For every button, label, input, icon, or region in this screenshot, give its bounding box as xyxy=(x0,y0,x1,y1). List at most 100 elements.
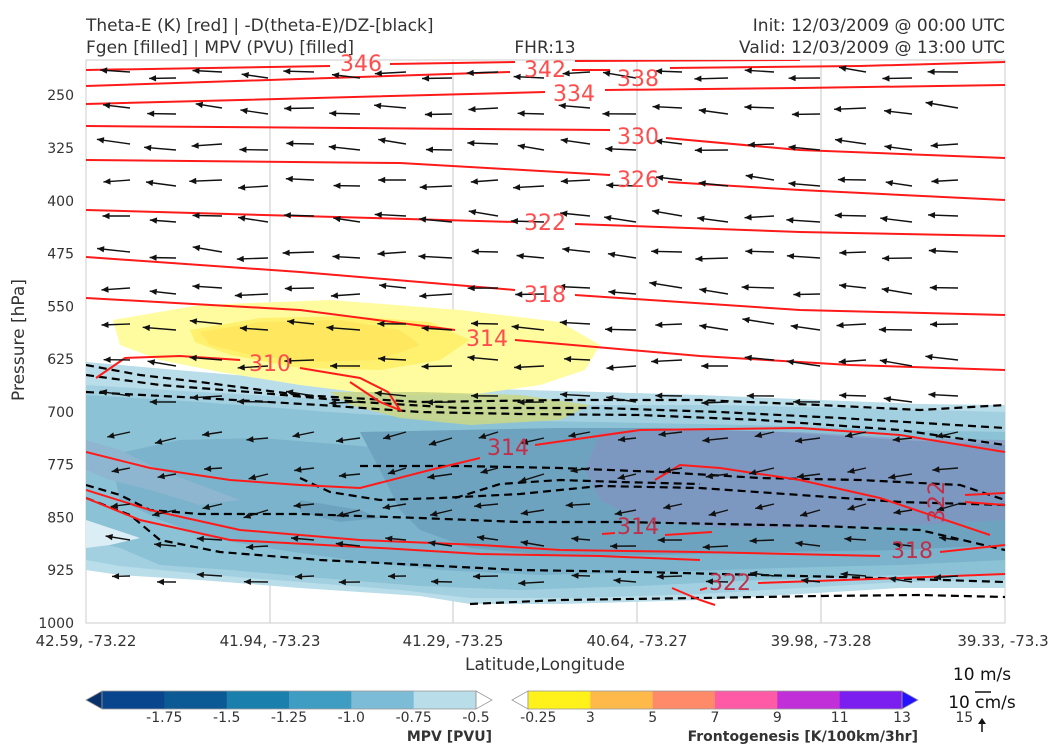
wind-arrowhead xyxy=(699,287,707,294)
wind-arrowhead xyxy=(749,537,757,544)
wind-arrowhead xyxy=(834,105,842,113)
y-tick-label: 250 xyxy=(47,88,74,104)
x-tick-label: 39.98, -73.28 xyxy=(771,632,872,650)
wind-arrowhead xyxy=(518,579,526,587)
wind-arrowhead xyxy=(655,68,663,75)
wind-arrowhead xyxy=(101,286,109,293)
wind-arrowhead xyxy=(284,105,292,112)
colorbar-swatch xyxy=(226,691,290,709)
wind-arrowhead xyxy=(425,399,433,406)
wind-arrowhead xyxy=(844,535,852,543)
wind-arrowhead xyxy=(246,543,254,551)
wind-arrowhead xyxy=(331,72,340,79)
wind-arrowhead xyxy=(466,69,474,77)
wind-arrowhead xyxy=(421,325,429,332)
init-time: Init: 12/03/2009 @ 00:00 UTC xyxy=(753,16,1005,36)
wind-arrowhead xyxy=(884,144,892,151)
wind-arrowhead xyxy=(517,399,525,406)
wind-arrowhead xyxy=(795,437,803,444)
wind-arrowhead xyxy=(744,214,752,221)
wind-arrowhead xyxy=(835,137,843,144)
wind-arrowhead xyxy=(839,65,847,72)
wind-arrowhead xyxy=(742,316,750,324)
y-tick-label: 850 xyxy=(47,510,74,526)
wind-arrowhead xyxy=(514,364,522,371)
wind-arrowhead xyxy=(618,436,626,443)
wind-arrowhead xyxy=(705,578,713,585)
wind-arrowhead xyxy=(468,209,477,216)
colorbar-swatch xyxy=(289,691,352,709)
wind-arrowhead xyxy=(936,505,945,512)
theta-e-label: 322 xyxy=(709,571,751,596)
wind-arrowhead xyxy=(520,438,529,445)
wind-arrowhead xyxy=(379,282,387,289)
wind-arrowhead xyxy=(602,110,610,117)
wind-arrowhead xyxy=(202,430,210,438)
wind-arrowhead xyxy=(238,184,246,191)
wind-arrowhead xyxy=(326,324,334,332)
wind-key: 10 m/s 10 cm/s xyxy=(948,665,1016,732)
wind-arrowhead xyxy=(146,179,154,187)
wind-arrowhead xyxy=(330,292,339,299)
wind-arrowhead xyxy=(882,255,890,262)
wind-arrowhead xyxy=(101,321,109,328)
wind-arrowhead xyxy=(800,510,808,517)
wind-vectors xyxy=(96,65,959,587)
theta-e-label: 338 xyxy=(617,67,659,92)
wind-arrowhead xyxy=(149,288,157,295)
wind-arrowhead xyxy=(480,467,488,474)
y-tick-label: 775 xyxy=(47,458,74,474)
wind-arrowhead xyxy=(747,141,755,148)
theta-e-label: 330 xyxy=(617,125,659,150)
wind-arrowhead xyxy=(754,431,763,438)
wind-arrowhead xyxy=(652,103,660,111)
wind-arrowhead xyxy=(192,212,200,219)
y-tick-label: 925 xyxy=(47,563,74,579)
wind-arrowhead xyxy=(192,67,200,74)
wind-arrowhead xyxy=(520,509,529,516)
wind-arrowhead xyxy=(478,432,487,439)
wind-arrowhead xyxy=(149,398,157,406)
wind-arrowhead xyxy=(511,324,519,331)
wind-arrowhead xyxy=(285,175,293,183)
wind-arrowhead xyxy=(284,285,292,292)
wind-arrowhead xyxy=(656,573,664,580)
wind-arrowhead xyxy=(157,578,164,586)
wind-arrowhead xyxy=(103,356,111,363)
wind-arrowhead xyxy=(793,398,801,406)
colorbar-swatch xyxy=(839,691,903,709)
colorbar-extend-right xyxy=(475,690,493,710)
wind-arrowhead xyxy=(558,102,566,110)
wind-arrowhead xyxy=(152,510,160,517)
theta-e-label: 310 xyxy=(249,352,291,377)
theta-e-label: 342 xyxy=(524,58,566,83)
colorbar-extend-right xyxy=(901,690,919,710)
wind-arrowhead xyxy=(925,100,933,107)
wind-arrowhead xyxy=(562,246,570,253)
wind-arrowhead xyxy=(655,138,663,145)
colorbar-swatch xyxy=(777,691,841,709)
wind-arrowhead xyxy=(939,535,947,542)
theta-e-label: 318 xyxy=(891,539,933,564)
wind-arrowhead xyxy=(516,253,524,260)
wind-arrowhead xyxy=(154,438,163,445)
wind-arrowhead xyxy=(605,326,613,333)
wind-arrowhead xyxy=(562,70,570,77)
wind-arrowhead xyxy=(657,536,665,544)
wind-arrowhead xyxy=(925,353,933,361)
wind-arrowhead xyxy=(880,215,888,223)
fgen-colorbar-label: Frontogenesis [K/100km/3hr] xyxy=(688,729,918,745)
wind-arrowhead xyxy=(239,146,247,153)
wind-arrowhead xyxy=(934,574,942,581)
colorbar-extend-left xyxy=(511,690,529,710)
fgen-colorbar xyxy=(511,690,919,710)
wind-arrowhead xyxy=(431,578,439,585)
wind-arrowhead xyxy=(928,391,936,398)
wind-arrowhead xyxy=(103,102,111,109)
wind-arrowhead xyxy=(239,325,248,332)
wind-arrowhead xyxy=(374,390,382,397)
wind-arrowhead xyxy=(931,177,939,185)
x-tick-label: 41.29, -73.25 xyxy=(403,632,504,650)
wind-arrowhead xyxy=(336,511,345,518)
